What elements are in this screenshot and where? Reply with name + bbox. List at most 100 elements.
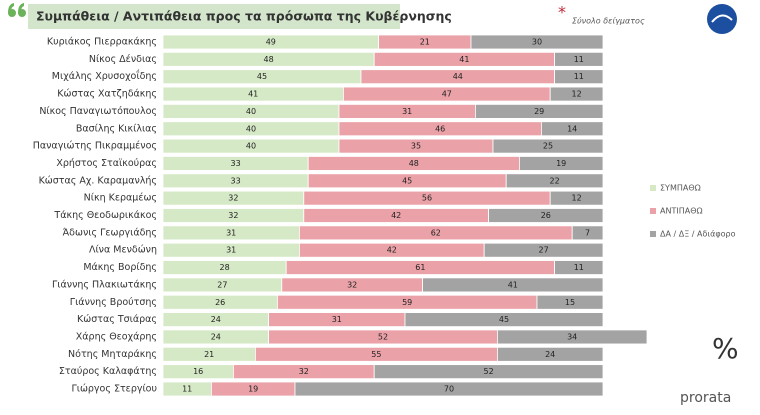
value-label: 27 [539,246,549,255]
bar-segment [536,294,604,310]
value-label: 40 [246,142,256,151]
bar-segment [554,260,604,275]
bar-segment [496,346,604,362]
value-label: 7 [585,228,590,237]
bar-segment [422,277,604,293]
value-label: 61 [415,263,425,272]
bar-segment [519,156,604,171]
value-label: 34 [567,332,577,341]
value-label: 19 [248,385,258,394]
asterisk: * [558,3,566,22]
category-label: Άδωνις Γεωργιάδης [63,227,157,238]
value-label: 15 [565,298,575,307]
value-label: 25 [543,142,553,151]
value-label: 19 [556,159,566,168]
value-label: 45 [402,176,412,185]
value-label: 42 [387,246,397,255]
legend-swatch [650,231,656,237]
value-label: 12 [572,194,582,203]
value-label: 31 [226,246,236,255]
value-label: 35 [411,142,421,151]
value-label: 12 [572,90,582,99]
bar-segment [554,51,604,67]
value-label: 26 [541,211,551,220]
category-label: Νίκος Παναγιωτόπουλος [39,106,157,117]
value-label: 29 [534,107,544,116]
value-label: 52 [378,332,388,341]
value-label: 41 [248,90,258,99]
bar-segment [541,121,604,137]
category-label: Νίκη Κεραμέως [84,193,157,204]
value-label: 30 [532,38,542,47]
value-label: 46 [435,124,445,133]
value-label: 24 [211,332,221,341]
value-label: 32 [228,211,238,220]
value-label: 31 [402,107,412,116]
value-label: 28 [220,263,230,272]
category-label: Κώστας Τσιάρας [77,314,157,325]
category-label: Νίκος Δένδιας [89,54,157,65]
category-label: Νότης Μηταράκης [68,349,157,360]
legend-label: ΑΝΤΙΠΑΘΩ [660,207,703,216]
legend-label: ΣΥΜΠΑΘΩ [660,184,701,193]
value-label: 47 [442,90,452,99]
category-label: Γιώργος Στεργίου [71,384,157,395]
value-label: 22 [550,176,560,185]
legend-swatch [650,208,656,214]
category-label: Λίνα Μενδώνη [89,245,157,256]
value-label: 48 [264,55,274,64]
category-label: Κυριάκος Πιερρακάκης [47,37,157,48]
value-label: 11 [574,55,584,64]
value-label: 14 [567,124,577,133]
bar-segment [404,312,604,328]
value-label: 21 [204,350,214,359]
category-label: Γιάννης Βρούτσης [70,297,157,308]
category-label: Μάκης Βορίδης [83,262,157,273]
value-label: 33 [231,159,241,168]
value-label: 40 [246,124,256,133]
category-label: Χρήστος Σταϊκούρας [56,158,157,169]
value-label: 59 [402,298,412,307]
category-label: Μιχάλης Χρυσοχοΐδης [52,70,157,82]
value-label: 31 [226,228,236,237]
bar-segment [474,104,604,119]
value-label: 27 [217,280,227,289]
legend-swatch [650,185,656,191]
value-label: 49 [266,38,276,47]
value-label: 45 [257,72,267,81]
bar-segment [549,190,604,206]
bar-segment [549,86,604,102]
value-label: 41 [508,280,518,289]
note: Σύνολο δείγματος [572,17,645,26]
brand: prorata [680,390,731,406]
category-label: Παναγιώτης Πικραμμένος [33,141,157,152]
title-box [28,4,400,29]
value-label: 48 [409,159,419,168]
bar-segment [373,364,604,380]
party-logo [707,4,737,34]
value-label: 44 [453,72,463,81]
value-label: 33 [231,176,241,185]
value-label: 26 [215,298,225,307]
quote-icon [8,3,26,17]
bar-segment [505,173,604,189]
bar-segment [294,381,604,397]
value-label: 31 [332,315,342,324]
category-label: Σταύρος Καλαφάτης [59,366,157,377]
value-label: 42 [391,211,401,220]
value-label: 21 [420,38,430,47]
value-label: 32 [299,367,309,376]
value-label: 41 [459,55,469,64]
value-label: 32 [228,194,238,203]
category-label: Κώστας Αχ. Καραμανλής [39,175,157,186]
value-label: 11 [574,72,584,81]
value-label: 32 [347,280,357,289]
bar-segment [571,225,604,241]
bar-segment [554,69,604,85]
value-label: 52 [484,367,494,376]
category-label: Κώστας Χατζηδάκης [57,89,157,100]
brand-symbol: % [712,332,739,365]
bar-segment [492,138,604,154]
value-label: 55 [371,350,381,359]
